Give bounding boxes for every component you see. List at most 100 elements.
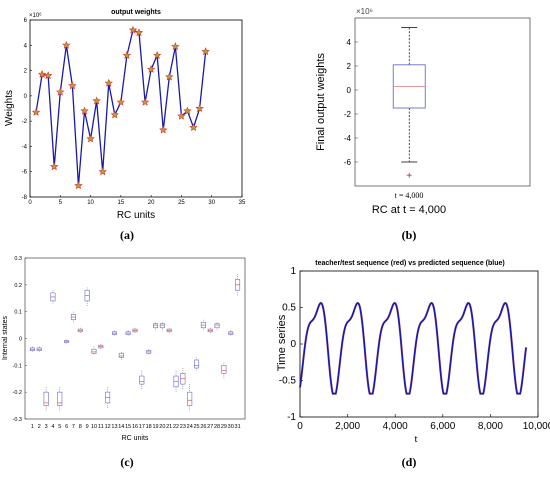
weight-point [56, 87, 65, 96]
iqr-box [194, 359, 200, 369]
x-tick-label: 2 [38, 424, 41, 430]
iqr-box [187, 391, 193, 406]
y-tick-label: -4 [22, 144, 28, 150]
state-box [57, 386, 63, 411]
weight-point [134, 28, 144, 37]
weight-point [140, 97, 150, 106]
y-tick-label: -0.3 [13, 417, 22, 423]
y-tick-label: 0 [24, 94, 28, 100]
panel-a-xticks: 0 5 10 15 20 25 30 35 [28, 195, 246, 206]
state-box [146, 349, 152, 355]
panel-b-scale-label: ×10⁶ [356, 7, 373, 16]
iqr-box [118, 352, 124, 358]
state-box [214, 322, 220, 331]
panel-d-xlabel: t [414, 433, 417, 445]
x-tick-label: 19 [152, 424, 158, 430]
outlier-marker [406, 172, 412, 178]
x-tick-label: 0 [297, 421, 303, 432]
panel-b-xtick-label: t = 4,000 [395, 191, 424, 200]
weight-point [116, 97, 126, 106]
y-tick-label: -0.5 [279, 376, 297, 387]
panel-a-plot-area [29, 19, 243, 198]
panel-b-yticks: -6 -4 -2 0 2 4 [344, 38, 358, 167]
x-tick-label: 29 [221, 424, 227, 430]
panel-b-plot-area [354, 17, 531, 187]
panel-a-yticks: -8 -6 -4 -2 0 2 4 6 [22, 18, 32, 201]
x-tick-label: 10 [91, 424, 97, 430]
weight-point [122, 51, 132, 59]
state-box [139, 370, 145, 390]
state-box [125, 330, 131, 336]
weight-point [146, 64, 156, 73]
weight-point [183, 106, 192, 115]
panel-d-marks [298, 301, 528, 395]
y-tick-label: -6 [344, 158, 352, 167]
state-box [235, 274, 241, 296]
x-tick-label: 23 [180, 424, 186, 430]
panel-d-plot-area [299, 270, 539, 418]
state-box [64, 339, 70, 344]
x-tick-label: 28 [214, 424, 220, 430]
weight-point [195, 104, 204, 113]
x-tick-label: 8 [79, 424, 82, 430]
y-tick-label: 6 [24, 18, 28, 24]
x-tick-label: 14 [118, 424, 124, 430]
x-tick-label: 10 [87, 200, 94, 206]
y-tick-label: 4 [347, 38, 352, 47]
y-tick-label: -6 [22, 170, 28, 176]
panel-c-chart: Internal states RC units 1 2 3 4 5 6 7 8 9 10 11 12… [2, 256, 246, 442]
state-box [132, 327, 138, 334]
state-box [43, 386, 49, 411]
x-tick-label: 31 [235, 424, 241, 430]
y-tick-label: -0.2 [13, 390, 22, 396]
x-tick-label: 8,000 [478, 421, 503, 432]
state-box [50, 290, 56, 304]
panel-a-scale-label: ×10⁶ [29, 12, 42, 19]
panel-b-ylabel: Final output weights [315, 53, 327, 151]
panel-c-plot-area [24, 257, 246, 420]
weight-point [68, 81, 77, 90]
weight-point [37, 69, 47, 78]
x-tick-label: 4,000 [383, 421, 408, 432]
y-tick-label: 0.5 [282, 303, 296, 314]
weight-point [92, 96, 101, 105]
iqr-box [153, 323, 159, 329]
state-box [91, 346, 97, 355]
x-tick-label: 5 [58, 424, 61, 430]
weight-point [44, 71, 53, 80]
x-tick-label: 2,000 [335, 421, 360, 432]
teacher-sequence-line [298, 301, 528, 395]
state-box [180, 368, 186, 390]
weight-point [50, 162, 59, 171]
panel-a-xlabel: RC units [117, 210, 155, 221]
y-tick-label: -1 [287, 412, 296, 423]
x-tick-label: 6,000 [430, 421, 455, 432]
weight-point [189, 123, 198, 132]
x-tick-label: 20 [148, 200, 155, 206]
panel-a-title: output weights [111, 9, 161, 16]
y-tick-label: -4 [344, 134, 352, 143]
panel-d-chart: teacher/test sequence (red) vs predicted… [276, 260, 550, 445]
iqr-box [159, 323, 165, 329]
state-box [153, 322, 159, 331]
x-tick-label: 5 [59, 200, 63, 206]
panel-a-caption: (a) [120, 228, 134, 242]
x-tick-label: 11 [98, 424, 104, 430]
state-box [221, 362, 227, 379]
x-tick-label: 13 [111, 424, 117, 430]
panel-c-caption: (c) [120, 455, 133, 469]
x-tick-label: 17 [139, 424, 145, 430]
weight-point [98, 167, 107, 176]
x-tick-label: 6 [65, 424, 68, 430]
y-tick-label: 0 [347, 86, 352, 95]
state-box [200, 319, 206, 331]
x-tick-label: 9 [86, 424, 89, 430]
state-box [111, 330, 117, 336]
y-tick-label: -0.1 [13, 363, 22, 369]
x-tick-label: 30 [228, 424, 234, 430]
weight-point [74, 181, 83, 190]
weight-point [80, 106, 89, 115]
weight-point [31, 107, 41, 116]
state-box [105, 386, 111, 409]
x-tick-label: 25 [193, 424, 199, 430]
